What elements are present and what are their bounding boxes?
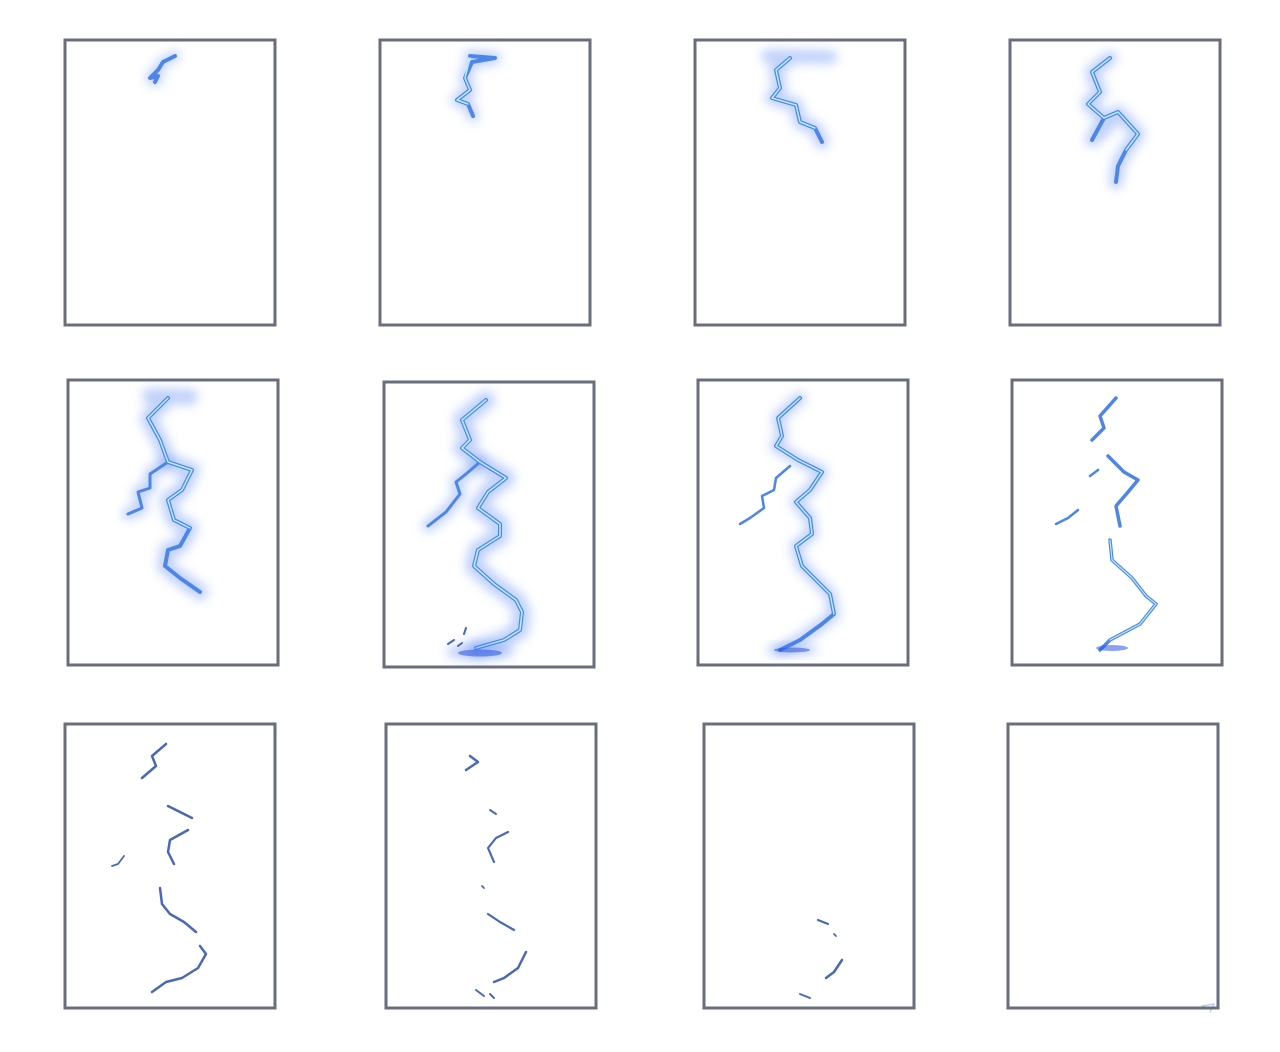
frame-7-bolt	[738, 392, 840, 656]
frame-4-border	[1008, 38, 1222, 327]
frame-1	[63, 38, 277, 327]
frame-12-residue	[1201, 1003, 1215, 1013]
frame-7-border	[696, 378, 910, 667]
frame-11-border	[702, 722, 916, 1010]
frame-8	[1010, 378, 1224, 667]
frame-4	[1008, 38, 1222, 327]
frame-6	[382, 380, 596, 669]
frame-5	[66, 378, 280, 667]
frame-5-bolt	[122, 388, 208, 600]
frame-12-border	[1006, 722, 1220, 1010]
frame-8-bolt	[1054, 396, 1158, 652]
frame-12	[1006, 722, 1220, 1013]
frame-10	[384, 722, 598, 1010]
frame-1-border	[63, 38, 277, 327]
frame-3-bolt	[761, 49, 837, 149]
frame-9	[63, 722, 277, 1010]
frame-10-fragments	[464, 754, 528, 999]
frame-9-border	[63, 722, 277, 1010]
frame-2	[378, 38, 592, 327]
frame-6-bolt	[422, 391, 531, 660]
frame-3-border	[693, 38, 907, 327]
frame-11-fragments	[799, 918, 844, 999]
frame-9-fragments	[111, 742, 208, 994]
frame-1-bolt	[145, 51, 180, 87]
frame-10-border	[384, 722, 598, 1010]
frame-3	[693, 38, 907, 327]
frame-2-border	[378, 38, 592, 327]
frame-2-bolt	[451, 50, 501, 122]
frame-11	[702, 722, 916, 1010]
frame-4-bolt	[1081, 51, 1145, 189]
frame-8-border	[1010, 378, 1224, 667]
frame-7	[696, 378, 910, 667]
